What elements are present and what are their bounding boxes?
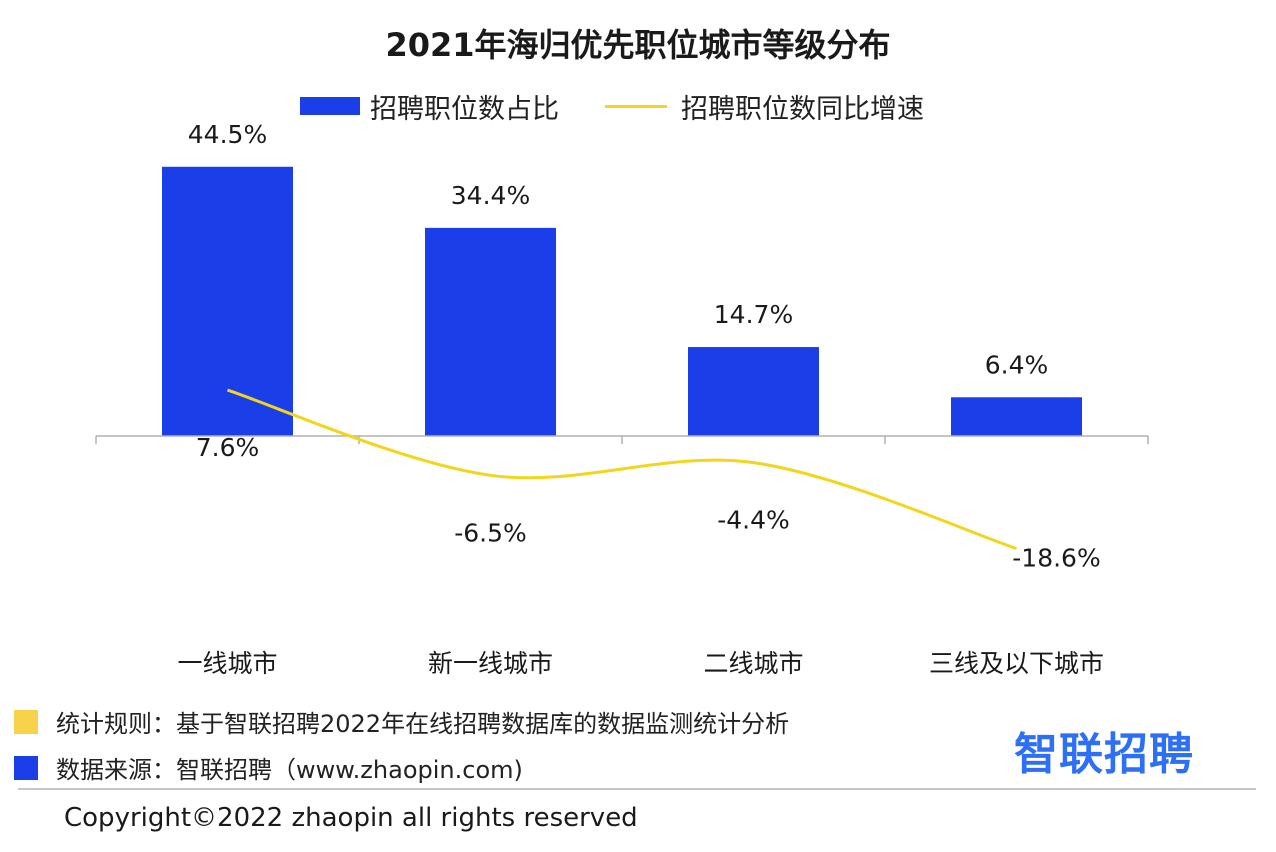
growth-value-label: -18.6% — [1012, 544, 1100, 573]
growth-value-label: -6.5% — [454, 518, 527, 547]
line-layer — [227, 388, 1017, 550]
chart-plot: 44.5% 一线城市 34.4% 新一线城市 14.7% 二线城市 6.4% 三线及以下城市 7… — [95, 120, 1149, 678]
chart-legend: 招聘职位数占比 招聘职位数同比增速 — [300, 86, 924, 126]
legend-line-swatch — [605, 104, 667, 108]
bar-value-label: 6.4% — [985, 350, 1049, 379]
rule-text: 统计规则：基于智联招聘2022年在线招聘数据库的数据监测统计分析 — [56, 710, 790, 738]
footer-source: 数据来源：智联招聘（www.zhaopin.com) — [14, 750, 523, 785]
x-tick-label: 一线城市 — [177, 649, 277, 678]
growth-value-label: 7.6% — [196, 433, 260, 462]
x-tick-label: 二线城市 — [703, 649, 803, 678]
growth-line — [227, 388, 1017, 550]
source-text: 数据来源：智联招聘（www.zhaopin.com) — [56, 756, 523, 784]
copyright-text: Copyright©2022 zhaopin all rights reserv… — [64, 803, 638, 833]
chart-title: 2021年海归优先职位城市等级分布 — [385, 26, 891, 64]
footer-divider — [18, 788, 1256, 790]
legend-line-label: 招聘职位数同比增速 — [681, 93, 924, 125]
growth-value-label: -4.4% — [717, 506, 790, 535]
labels-layer: 44.5% 一线城市 34.4% 新一线城市 14.7% 二线城市 6.4% 三线及以下城市 7… — [177, 120, 1104, 678]
x-tick-label: 三线及以下城市 — [929, 649, 1104, 678]
bar — [951, 397, 1082, 436]
bar — [162, 166, 293, 436]
rule-marker — [14, 709, 38, 734]
bar-value-label: 14.7% — [714, 300, 793, 329]
zhaopin-logo: 智联招聘 — [1014, 729, 1194, 780]
bars-layer — [162, 166, 1082, 436]
legend-bar-swatch — [300, 97, 360, 115]
footer-rule: 统计规则：基于智联招聘2022年在线招聘数据库的数据监测统计分析 — [14, 704, 789, 739]
legend-bar-label: 招聘职位数占比 — [370, 93, 559, 125]
bar — [688, 347, 819, 436]
x-tick-label: 新一线城市 — [428, 649, 553, 678]
bar-value-label: 44.5% — [188, 120, 267, 149]
bar-value-label: 34.4% — [451, 181, 530, 210]
bar — [425, 227, 556, 436]
source-marker — [14, 755, 38, 780]
